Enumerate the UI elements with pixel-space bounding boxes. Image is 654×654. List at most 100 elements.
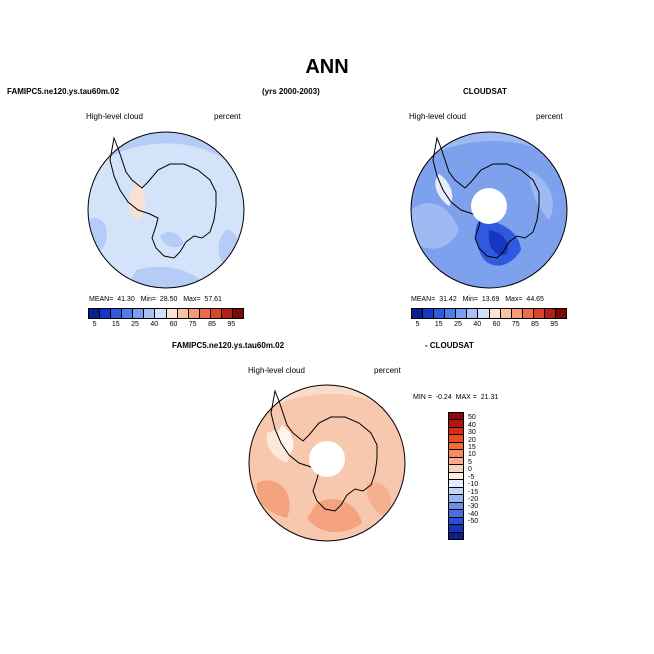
panel3-stats: MIN = -0.24 MAX = 21.31	[413, 394, 499, 401]
colorbar-tick-label: -10	[468, 481, 479, 489]
colorbar-swatch	[467, 309, 479, 318]
colorbar-swatch	[449, 517, 463, 526]
colorbar-swatch	[449, 413, 463, 421]
colorbar-swatch	[556, 309, 567, 318]
colorbar-swatch	[449, 420, 463, 428]
panel2-stats: MEAN= 31.42 Min= 13.69 Max= 44.65	[411, 296, 544, 303]
colorbar-tick-label: 15	[468, 444, 476, 452]
colorbar-swatch	[522, 309, 534, 318]
obs-label: CLOUDSAT	[463, 87, 507, 96]
colorbar-tick-label: 95	[227, 321, 236, 328]
colorbar-swatch	[188, 309, 200, 318]
colorbar-tick-label: 25	[131, 321, 139, 328]
colorbar-tick-label: 85	[531, 321, 539, 328]
panel2-coastline	[432, 136, 540, 259]
colorbar-swatch	[456, 309, 468, 318]
colorbar-swatch	[412, 309, 424, 318]
figure-title: ANN	[305, 56, 349, 78]
colorbar-swatch	[449, 495, 463, 503]
colorbar-swatch	[233, 309, 244, 318]
colorbar-swatch	[210, 309, 222, 318]
colorbar-tick-label: -5	[468, 473, 475, 481]
colorbar-swatch	[449, 472, 463, 481]
colorbar-swatch	[111, 309, 123, 318]
panel3-map	[248, 384, 406, 542]
years-label: (yrs 2000-2003)	[262, 87, 320, 96]
panel3-units: percent	[374, 366, 401, 375]
colorbar-swatch	[449, 532, 463, 539]
colorbar-tick-label: -50	[468, 518, 479, 526]
colorbar-tick-label: 10	[468, 451, 476, 459]
colorbar-swatch	[449, 480, 463, 488]
colorbar-tick-label: 30	[468, 429, 476, 437]
panel3-missing-hole	[309, 441, 345, 477]
panel1-units: percent	[214, 112, 241, 121]
colorbar-tick-label: -15	[468, 488, 479, 496]
colorbar-swatch	[133, 309, 145, 318]
colorbar-tick-label: -40	[468, 510, 479, 518]
colorbar-tick-label: 85	[208, 321, 216, 328]
panel2-variable: High-level cloud	[409, 112, 466, 121]
colorbar-swatch	[155, 309, 167, 318]
panel2-missing-hole	[471, 188, 507, 224]
colorbar-tick-label: 50	[468, 414, 476, 422]
colorbar-swatch	[478, 309, 490, 318]
colorbar-tick-label: 5	[92, 321, 97, 328]
panel2-colorbar	[411, 308, 567, 319]
colorbar-tick-label: 60	[169, 321, 178, 328]
panel1-field	[88, 132, 244, 288]
colorbar-tick-label: 60	[492, 321, 501, 328]
colorbar-tick-label: 75	[511, 321, 520, 328]
colorbar-swatch	[449, 465, 463, 473]
panel3-variable: High-level cloud	[248, 366, 305, 375]
panel1-colorbar-ticks: 5 15 25 40 60 75 85 95	[88, 321, 242, 331]
colorbar-swatch	[89, 309, 101, 318]
colorbar-swatch	[489, 309, 501, 318]
colorbar-tick-label: 95	[550, 321, 559, 328]
diff-obs-label: - CLOUDSAT	[425, 341, 474, 350]
colorbar-swatch	[199, 309, 211, 318]
colorbar-tick-label: 25	[454, 321, 462, 328]
colorbar-swatch	[166, 309, 178, 318]
colorbar-swatch	[100, 309, 112, 318]
colorbar-swatch	[511, 309, 523, 318]
colorbar-tick-label: 40	[150, 321, 159, 328]
colorbar-swatch	[449, 525, 463, 533]
panel3-colorbar	[448, 412, 464, 540]
colorbar-swatch	[449, 450, 463, 458]
colorbar-swatch	[122, 309, 134, 318]
panel1-coastline	[109, 136, 217, 259]
colorbar-swatch	[544, 309, 557, 318]
colorbar-swatch	[500, 309, 512, 318]
colorbar-tick-label: 75	[188, 321, 197, 328]
colorbar-swatch	[449, 442, 463, 451]
colorbar-tick-label: 20	[468, 436, 476, 444]
colorbar-tick-label: 40	[473, 321, 482, 328]
colorbar-swatch	[177, 309, 189, 318]
model-case-label: FAMIPC5.ne120.ys.tau60m.02	[7, 87, 120, 96]
panel1-map	[87, 131, 245, 289]
diff-model-label: FAMIPC5.ne120.ys.tau60m.02	[172, 341, 285, 350]
colorbar-swatch	[445, 309, 457, 318]
colorbar-swatch	[449, 457, 463, 466]
colorbar-swatch	[449, 435, 463, 443]
colorbar-tick-label: 15	[434, 321, 443, 328]
colorbar-tick-label: 40	[468, 421, 476, 429]
colorbar-swatch	[449, 502, 463, 511]
panel1-colorbar	[88, 308, 244, 319]
colorbar-swatch	[449, 510, 463, 518]
colorbar-swatch	[533, 309, 545, 318]
colorbar-swatch	[434, 309, 446, 318]
colorbar-tick-label: -30	[468, 503, 479, 511]
panel3-coastline	[270, 389, 378, 512]
panel2-units: percent	[536, 112, 563, 121]
panel2-map	[410, 131, 568, 289]
colorbar-swatch	[221, 309, 234, 318]
colorbar-tick-label: 5	[468, 458, 472, 466]
colorbar-swatch	[449, 487, 463, 496]
colorbar-tick-label: 5	[415, 321, 420, 328]
colorbar-tick-label: -20	[468, 495, 479, 503]
colorbar-swatch	[449, 427, 463, 436]
colorbar-swatch	[423, 309, 435, 318]
